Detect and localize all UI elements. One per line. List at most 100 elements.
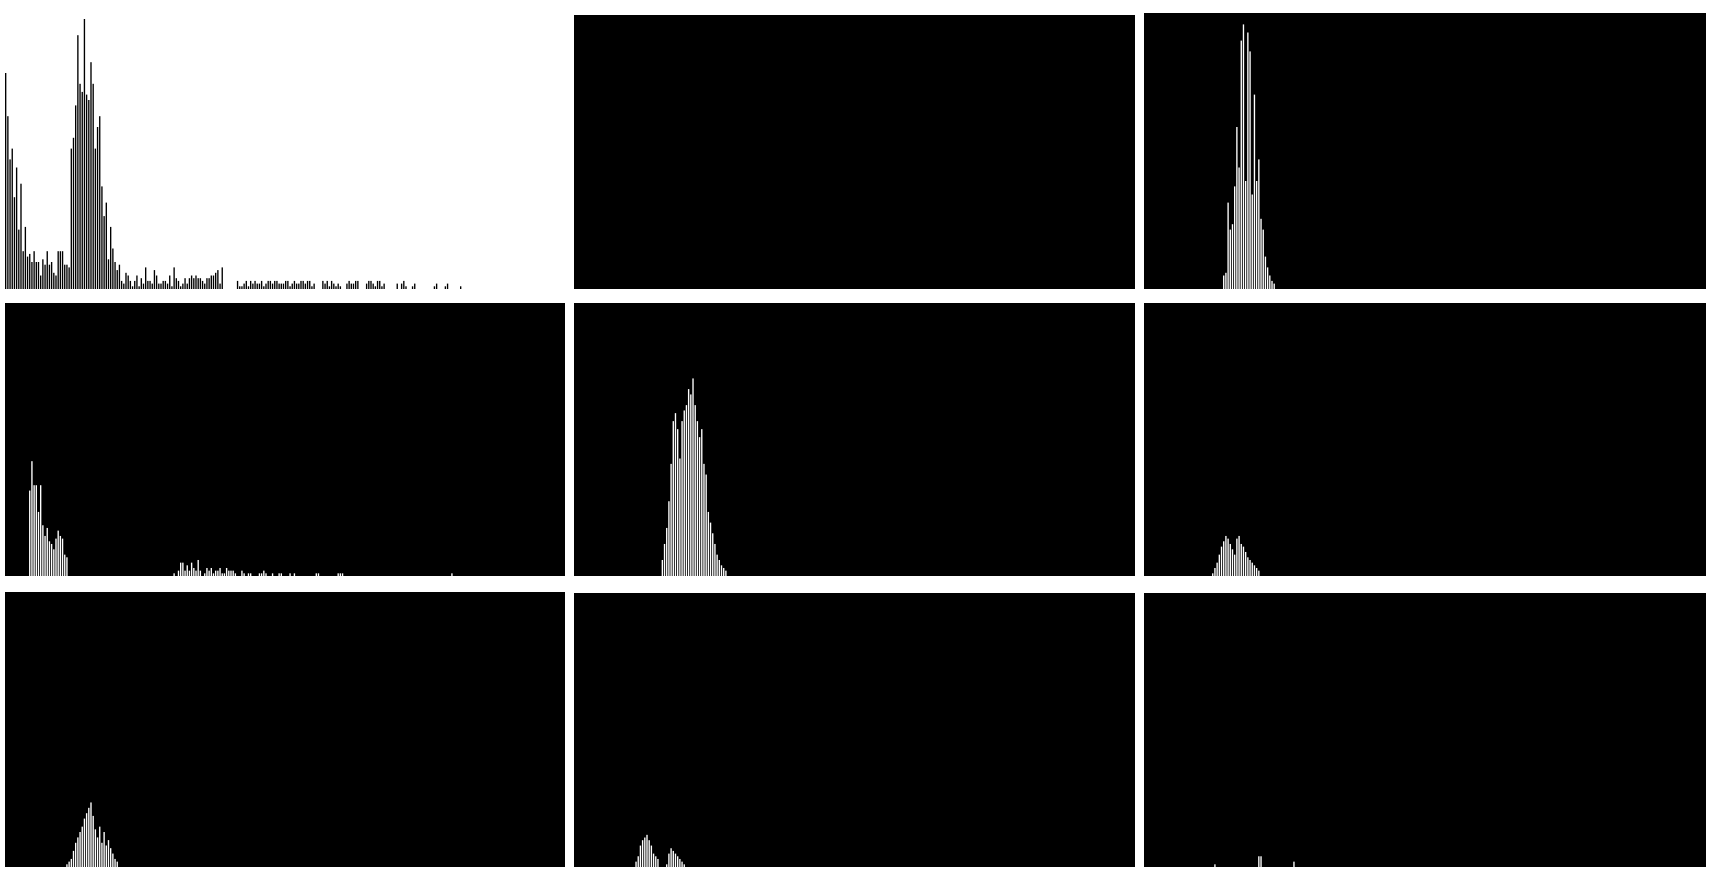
- histogram-panel-7: [5, 592, 565, 867]
- histogram-bar: [85, 813, 88, 867]
- histogram-bar: [1249, 51, 1251, 289]
- histogram-bar: [35, 262, 37, 289]
- histogram-bar: [1258, 159, 1260, 289]
- histogram-bar: [83, 818, 86, 867]
- histogram-bar: [145, 267, 147, 289]
- histogram-bar: [212, 573, 215, 576]
- histogram-bar: [679, 458, 681, 576]
- histogram-bar: [149, 280, 151, 289]
- histogram-bar: [208, 278, 210, 289]
- histogram-bar: [90, 62, 92, 289]
- histogram-bar: [221, 267, 223, 289]
- histogram-bar: [243, 573, 245, 576]
- histogram-bar: [195, 275, 197, 289]
- histogram-bar: [197, 559, 199, 576]
- histogram-bar: [59, 251, 62, 289]
- histogram-bar: [232, 570, 234, 576]
- histogram-bar: [241, 570, 243, 576]
- histogram-bar: [258, 283, 261, 289]
- histogram-bar: [269, 280, 272, 289]
- histogram-bar: [1240, 40, 1242, 289]
- histogram-bar: [280, 573, 282, 576]
- histogram-bar: [210, 567, 212, 576]
- histogram-bar: [103, 832, 105, 867]
- histogram-bar: [644, 837, 646, 867]
- histogram-bar: [204, 283, 206, 289]
- histogram-bar: [278, 283, 280, 289]
- histogram-bar: [199, 570, 202, 576]
- histogram-panel-5: [574, 303, 1135, 576]
- histogram-bar: [37, 262, 40, 289]
- histogram-bar: [123, 283, 125, 289]
- histogram-bar: [365, 283, 368, 289]
- histogram-bar: [92, 815, 94, 867]
- histogram-bar: [13, 197, 16, 289]
- histogram-bar: [57, 251, 59, 289]
- histogram-bar: [5, 73, 7, 289]
- histogram-bar: [293, 573, 296, 576]
- histogram-bar: [186, 283, 188, 289]
- histogram-bar: [1234, 554, 1236, 576]
- histogram-bar: [1227, 538, 1229, 576]
- histogram-bar: [101, 842, 103, 867]
- histogram-bar: [101, 186, 103, 289]
- histogram-bar: [1247, 557, 1249, 576]
- histogram-bar: [217, 570, 219, 576]
- histogram-bar: [1240, 543, 1242, 576]
- plot-background: [5, 13, 565, 289]
- histogram-bar: [646, 834, 648, 867]
- histogram-bar: [295, 283, 298, 289]
- histogram-panel-1: [5, 13, 565, 289]
- histogram-bar: [696, 421, 699, 576]
- histogram-bar: [188, 278, 191, 289]
- histogram-bar: [1260, 856, 1262, 867]
- histogram-bar: [274, 280, 276, 289]
- histogram-bar: [125, 272, 127, 289]
- histogram-bar: [29, 490, 31, 576]
- histogram-bar: [668, 853, 670, 867]
- histogram-bar: [313, 283, 315, 289]
- histogram-bar: [337, 573, 339, 576]
- histogram-bar: [1212, 573, 1214, 576]
- histogram-bar: [180, 562, 182, 576]
- histogram-bar: [330, 280, 333, 289]
- histogram-3-chart: [1144, 13, 1706, 289]
- histogram-bar: [221, 573, 223, 576]
- histogram-bar: [641, 840, 644, 867]
- histogram-bar: [1218, 554, 1220, 576]
- histogram-panel-9: [1144, 593, 1706, 867]
- histogram-bar: [96, 127, 99, 289]
- histogram-bar: [9, 159, 11, 289]
- histogram-bar: [66, 264, 68, 289]
- histogram-bar: [103, 216, 105, 289]
- histogram-bar: [1258, 856, 1260, 867]
- histogram-bar: [446, 283, 449, 289]
- histogram-bar: [171, 286, 173, 289]
- histogram-bar: [110, 226, 112, 289]
- histogram-bar: [46, 527, 48, 576]
- histogram-bar: [57, 530, 59, 576]
- plot-background: [1144, 303, 1706, 576]
- histogram-bar: [70, 858, 72, 867]
- histogram-bar: [271, 283, 274, 289]
- histogram-bar: [280, 283, 282, 289]
- histogram-bar: [112, 853, 114, 867]
- histogram-bar: [435, 283, 438, 289]
- histogram-bar: [1225, 272, 1227, 289]
- histogram-bar: [265, 573, 267, 576]
- histogram-bar: [1255, 181, 1258, 289]
- histogram-bar: [195, 570, 197, 576]
- histogram-bar: [206, 567, 208, 576]
- histogram-bar: [24, 226, 27, 289]
- histogram-bar: [352, 283, 355, 289]
- histogram-bar: [173, 573, 175, 576]
- histogram-bar: [40, 485, 42, 576]
- histogram-bar: [31, 461, 33, 576]
- histogram-bar: [707, 511, 710, 576]
- histogram-bar: [666, 527, 668, 576]
- histogram-bar: [306, 280, 309, 289]
- histogram-bar: [287, 280, 289, 289]
- histogram-bar: [42, 259, 44, 289]
- histogram-bar: [433, 286, 436, 289]
- histogram-bar: [685, 405, 688, 576]
